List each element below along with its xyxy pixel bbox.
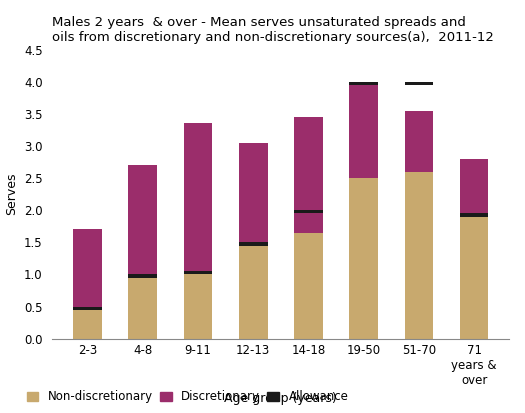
Bar (74, 306, 102, 310)
Bar (184, 274, 213, 339)
Y-axis label: Serves: Serves (6, 173, 18, 215)
Bar (405, 172, 433, 339)
Legend: Non-discretionary, Discretionary, Allowance: Non-discretionary, Discretionary, Allowa… (22, 385, 353, 408)
Bar (129, 274, 157, 278)
Bar (405, 111, 433, 172)
Bar (294, 210, 323, 214)
Bar (184, 271, 213, 274)
Bar (349, 82, 378, 178)
Bar (405, 82, 433, 85)
Bar (239, 242, 268, 245)
Text: Males 2 years  & over - Mean serves unsaturated spreads and
oils from discretion: Males 2 years & over - Mean serves unsat… (52, 16, 495, 44)
Bar (74, 230, 102, 306)
Bar (239, 245, 268, 339)
Bar (294, 233, 323, 339)
Bar (460, 216, 488, 339)
Bar (294, 117, 323, 233)
Bar (129, 165, 157, 274)
Bar (349, 82, 378, 85)
X-axis label: Age group (years): Age group (years) (225, 392, 337, 405)
Bar (349, 178, 378, 339)
Bar (184, 123, 213, 271)
Bar (460, 159, 488, 214)
Bar (74, 310, 102, 339)
Bar (129, 278, 157, 339)
Bar (239, 143, 268, 242)
Bar (460, 214, 488, 216)
